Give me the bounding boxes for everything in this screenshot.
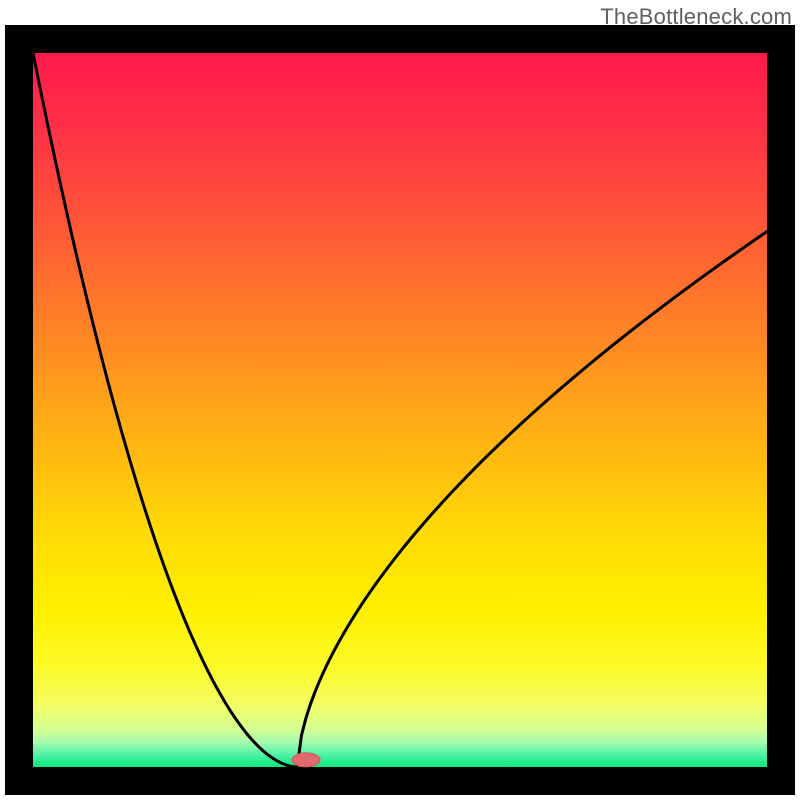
frame-left bbox=[5, 25, 33, 795]
watermark-text: TheBottleneck.com bbox=[600, 4, 792, 30]
chart-container: TheBottleneck.com bbox=[0, 0, 800, 800]
frame-bottom bbox=[5, 767, 795, 795]
optimal-point-marker bbox=[292, 753, 320, 767]
frame-right bbox=[767, 25, 795, 795]
plot-background bbox=[33, 53, 767, 767]
bottleneck-chart bbox=[0, 0, 800, 800]
